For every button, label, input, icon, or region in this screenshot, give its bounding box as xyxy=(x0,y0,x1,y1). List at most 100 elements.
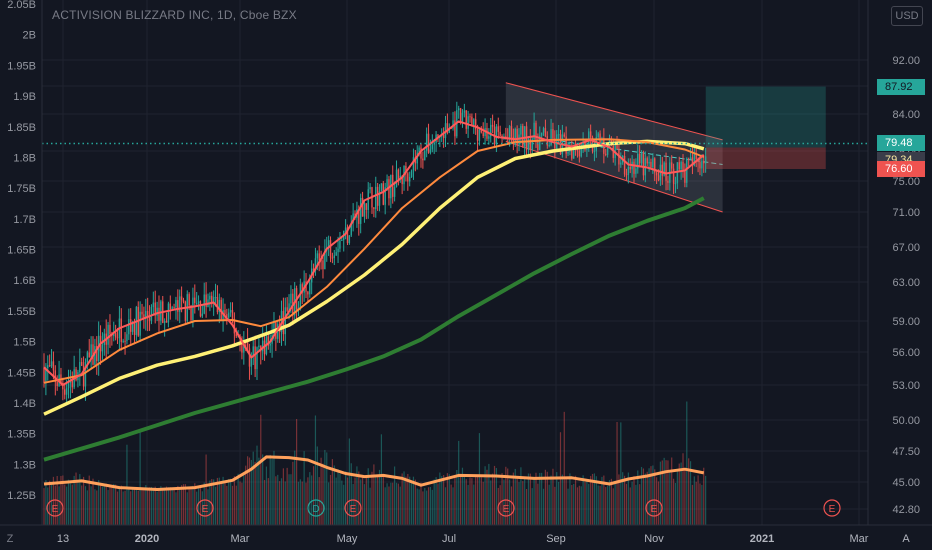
candle-body xyxy=(47,365,49,369)
candle-body xyxy=(84,361,87,387)
candle-body xyxy=(465,110,467,129)
candle-body xyxy=(533,122,535,140)
candle-body xyxy=(288,303,290,311)
candle-body xyxy=(476,129,479,141)
candle-body xyxy=(384,187,386,205)
volume-bar xyxy=(328,482,330,525)
candle-body xyxy=(192,297,194,321)
volume-bar xyxy=(222,476,224,525)
candle-body xyxy=(661,164,663,176)
candle-body xyxy=(130,319,132,332)
candle-body xyxy=(520,125,522,135)
price-axis[interactable]: 92.0088.0084.0079.0075.0071.0067.0063.00… xyxy=(867,0,920,525)
candle-body xyxy=(378,191,381,206)
volume-bar xyxy=(124,490,126,525)
candle-body xyxy=(459,108,462,123)
candle-body xyxy=(392,174,394,197)
auto-scale-button[interactable]: A xyxy=(902,533,910,545)
candle-body xyxy=(171,307,173,310)
zoom-button[interactable]: Z xyxy=(6,533,14,545)
volume-bar xyxy=(459,475,462,525)
candle-body xyxy=(442,134,445,139)
volume-bar xyxy=(290,474,292,525)
volume-bar xyxy=(120,485,122,525)
candle-body xyxy=(261,340,264,352)
volume-bar xyxy=(160,486,162,525)
volume-bar xyxy=(409,476,411,525)
candle-body xyxy=(408,176,411,182)
candle-body xyxy=(246,342,249,349)
candle-body xyxy=(665,162,667,181)
volume-bar xyxy=(243,473,245,525)
candle-body xyxy=(299,284,302,308)
candle-body xyxy=(62,382,64,390)
volume-bar xyxy=(103,485,105,525)
candle-body xyxy=(510,126,513,137)
time-tick-label: 2021 xyxy=(750,533,774,545)
volume-bar xyxy=(548,484,550,525)
candle-body xyxy=(256,347,258,370)
volume-bar xyxy=(329,474,332,525)
volume-bar xyxy=(207,489,209,525)
volume-bar xyxy=(554,486,556,525)
candle-body xyxy=(467,116,469,129)
volume-bar xyxy=(558,481,560,525)
candle-body xyxy=(454,120,456,137)
volume-bar xyxy=(288,474,290,525)
currency-button[interactable]: USD xyxy=(891,6,923,26)
candle-body xyxy=(505,136,507,138)
volume-bar xyxy=(695,481,697,525)
volume-bar xyxy=(618,474,620,525)
candle-body xyxy=(490,124,492,137)
volume-bar xyxy=(260,414,262,525)
volume-bar xyxy=(382,476,384,525)
volume-bar xyxy=(175,492,177,525)
candle-body xyxy=(327,240,330,248)
candle-body xyxy=(148,317,151,321)
volume-bar xyxy=(563,411,565,525)
volume-bar xyxy=(356,466,358,525)
volume-bar xyxy=(378,469,381,525)
volume-bar xyxy=(689,461,692,525)
volume-bar xyxy=(418,489,420,525)
candle-body xyxy=(689,157,692,160)
volume-bar xyxy=(590,475,592,525)
volume-bar xyxy=(148,487,151,525)
time-axis[interactable]: 13 2020 Mar May Jul Sep Nov 2021 Mar xyxy=(0,524,932,545)
volume-bar xyxy=(311,475,313,525)
candle-body xyxy=(633,161,635,174)
volume-bar xyxy=(294,450,296,525)
volume-bar xyxy=(109,486,111,525)
volume-bar xyxy=(224,481,226,525)
candle-body xyxy=(220,299,222,320)
volume-bar xyxy=(137,490,139,525)
candle-body xyxy=(671,162,673,169)
candle-body xyxy=(474,119,477,130)
volume-bar xyxy=(71,484,73,525)
long-position-tool[interactable] xyxy=(705,86,826,169)
candle-body xyxy=(173,307,175,309)
volume-bar xyxy=(231,485,234,525)
volume-bar xyxy=(561,474,563,525)
candle-body xyxy=(508,126,511,139)
volume-bar xyxy=(77,479,79,525)
candle-body xyxy=(45,368,47,384)
volume-bar xyxy=(66,486,68,525)
volume-axis[interactable]: 2.05B 2B 1.95B 1.9B 1.85B 1.8B 1.75B 1.7B 1.65B 1… xyxy=(7,0,43,525)
volume-bar xyxy=(177,485,179,525)
volume-bar xyxy=(503,479,505,525)
candle-body xyxy=(143,314,145,319)
volume-bar xyxy=(314,415,317,525)
volume-bar xyxy=(422,491,424,525)
volume-bar xyxy=(427,487,430,525)
volume-bar xyxy=(416,488,418,525)
candle-body xyxy=(107,324,109,345)
volume-bar xyxy=(571,484,573,525)
candle-body xyxy=(214,297,217,299)
candle-body xyxy=(395,169,398,188)
volume-bar xyxy=(539,472,541,525)
volume-bar xyxy=(169,487,171,525)
candle-body xyxy=(154,302,156,316)
